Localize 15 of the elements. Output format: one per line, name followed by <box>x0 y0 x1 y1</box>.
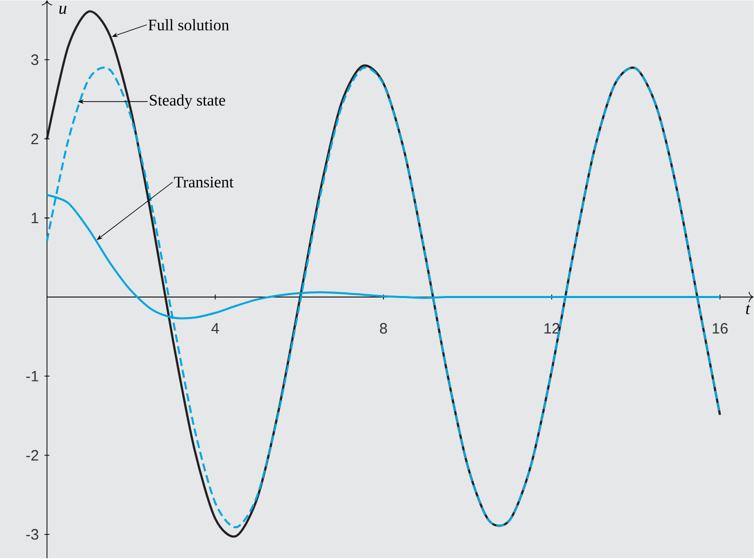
x-tick-label: 12 <box>544 323 560 334</box>
y-tick-label: -1 <box>26 371 38 382</box>
x-tick-label: 8 <box>380 323 387 334</box>
y-tick-label: 2 <box>31 134 38 144</box>
x-tick-label: 16 <box>712 323 728 334</box>
y-axis-title: u <box>59 6 66 14</box>
x-tick-label: 4 <box>211 323 219 334</box>
y-tick-label: -3 <box>26 529 38 540</box>
annotation: Full solution <box>148 19 230 31</box>
y-tick-label: 3 <box>31 54 38 66</box>
annotation: Transient <box>174 177 234 188</box>
x-axis-title: t <box>746 304 750 315</box>
y-tick-label: 1 <box>32 213 38 224</box>
annotation: Steady state <box>150 94 226 110</box>
y-tick-label: -2 <box>26 450 38 461</box>
